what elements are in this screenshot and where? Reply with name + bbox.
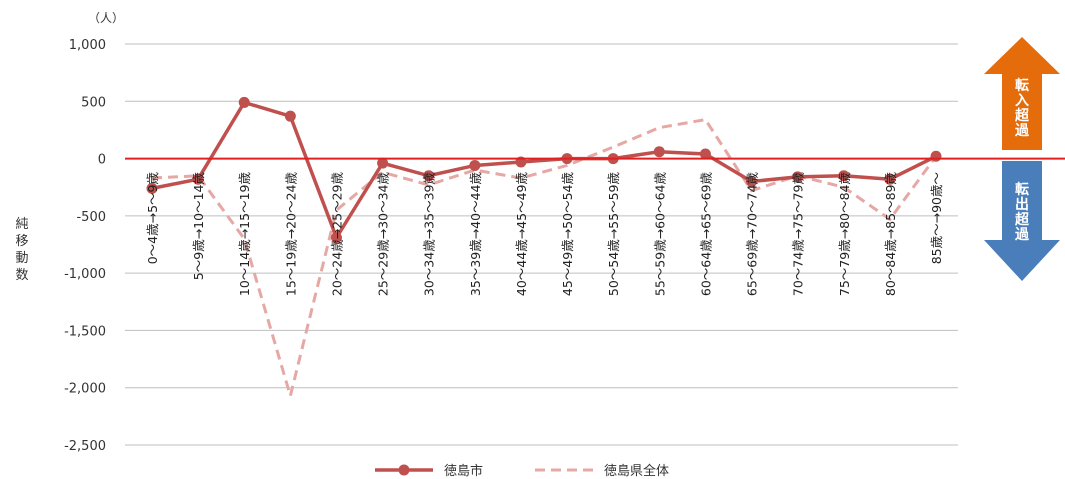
legend-label-tokushima-pref: 徳島県全体 (604, 463, 669, 479)
point-tokushima-city (238, 96, 250, 108)
y-tick-label: -1,000 (64, 267, 106, 282)
category-label: 15～19歳→20～24歳 (283, 172, 298, 297)
point-tokushima-city (699, 148, 711, 160)
point-tokushima-city (284, 110, 296, 122)
point-tokushima-city (192, 173, 204, 185)
arrow-in-label-char: 転 (1015, 77, 1029, 94)
y-tick-label: 0 (98, 153, 106, 168)
category-label: 85歳～→90歳～ (929, 172, 944, 264)
category-label: 40～44歳→45～49歳 (514, 172, 529, 297)
point-tokushima-city (930, 150, 942, 162)
point-tokushima-city (330, 232, 342, 244)
y-tick-label: 1,000 (69, 38, 106, 53)
y-tick-label: 500 (81, 95, 106, 110)
category-label: 80～84歳→85～89歳 (883, 172, 898, 297)
category-label: 65～69歳→70～74歳 (745, 172, 760, 297)
y-tick-label: -2,000 (64, 382, 106, 397)
series-line-tokushima-city (151, 100, 937, 242)
legend-marker-tokushima-city (398, 464, 410, 476)
arrow-out-label-char: 超 (1014, 211, 1030, 228)
y-tick-labels: 1,000 500 0 -500 -1,000 -1,500 -2,000 -2,500 (64, 38, 106, 454)
point-tokushima-city (746, 175, 758, 187)
legend-label-tokushima-city: 徳島市 (444, 463, 483, 479)
unit-label: （人） (88, 11, 124, 25)
point-tokushima-city (792, 171, 804, 183)
category-label: 0～4歳→5～9歳 (145, 172, 160, 265)
point-tokushima-city (838, 170, 850, 182)
y-axis-label-char: 動 (15, 251, 28, 266)
arrow-in-label-char: 超 (1014, 107, 1030, 124)
category-label: 60～64歳→65～69歳 (698, 172, 713, 297)
point-tokushima-city (884, 173, 896, 185)
y-tick-label: -2,500 (64, 439, 106, 454)
legend: 徳島市 徳島県全体 (375, 463, 669, 479)
y-tick-label: -500 (76, 210, 106, 225)
y-axis-label-char: 純 (15, 217, 28, 232)
category-label: 10～14歳→15～19歳 (237, 172, 252, 297)
category-label: 25～29歳→30～34歳 (376, 172, 391, 297)
point-tokushima-city (146, 182, 158, 194)
point-tokushima-city (469, 159, 481, 171)
category-label: 70～74歳→75～79歳 (791, 172, 806, 297)
point-tokushima-city (423, 170, 435, 182)
category-labels: 0～4歳→5～9歳 5～9歳→10～14歳 10～14歳→15～19歳 15～19歳→… (145, 172, 944, 297)
arrow-out-label-char: 過 (1014, 227, 1030, 243)
arrow-out-label-char: 出 (1015, 196, 1029, 213)
category-label: 75～79歳→80～84歳 (837, 172, 852, 297)
category-label: 50～54歳→55～59歳 (606, 172, 621, 297)
y-tick-label: -1,500 (64, 324, 106, 339)
category-label: 20～24歳→25～29歳 (329, 172, 344, 297)
category-label: 55～59歳→60～64歳 (652, 172, 667, 297)
category-label: 35～39歳→40～44歳 (468, 172, 483, 297)
arrow-down-icon (984, 161, 1060, 281)
series-layer (146, 96, 942, 402)
point-tokushima-city (653, 146, 665, 158)
point-tokushima-city (377, 157, 389, 169)
category-label: 5～9歳→10～14歳 (191, 172, 206, 281)
y-axis-label-char: 数 (15, 268, 28, 283)
arrow-in-label-char: 過 (1014, 123, 1030, 139)
arrow-up-icon (984, 37, 1060, 150)
arrow-out-label-char: 転 (1015, 181, 1029, 198)
category-label: 30～34歳→35～39歳 (422, 172, 437, 297)
y-axis-label-char: 移 (15, 234, 28, 249)
category-label: 45～49歳→50～54歳 (560, 172, 575, 297)
gridlines (125, 43, 958, 446)
arrow-in-label-char: 入 (1015, 93, 1029, 109)
